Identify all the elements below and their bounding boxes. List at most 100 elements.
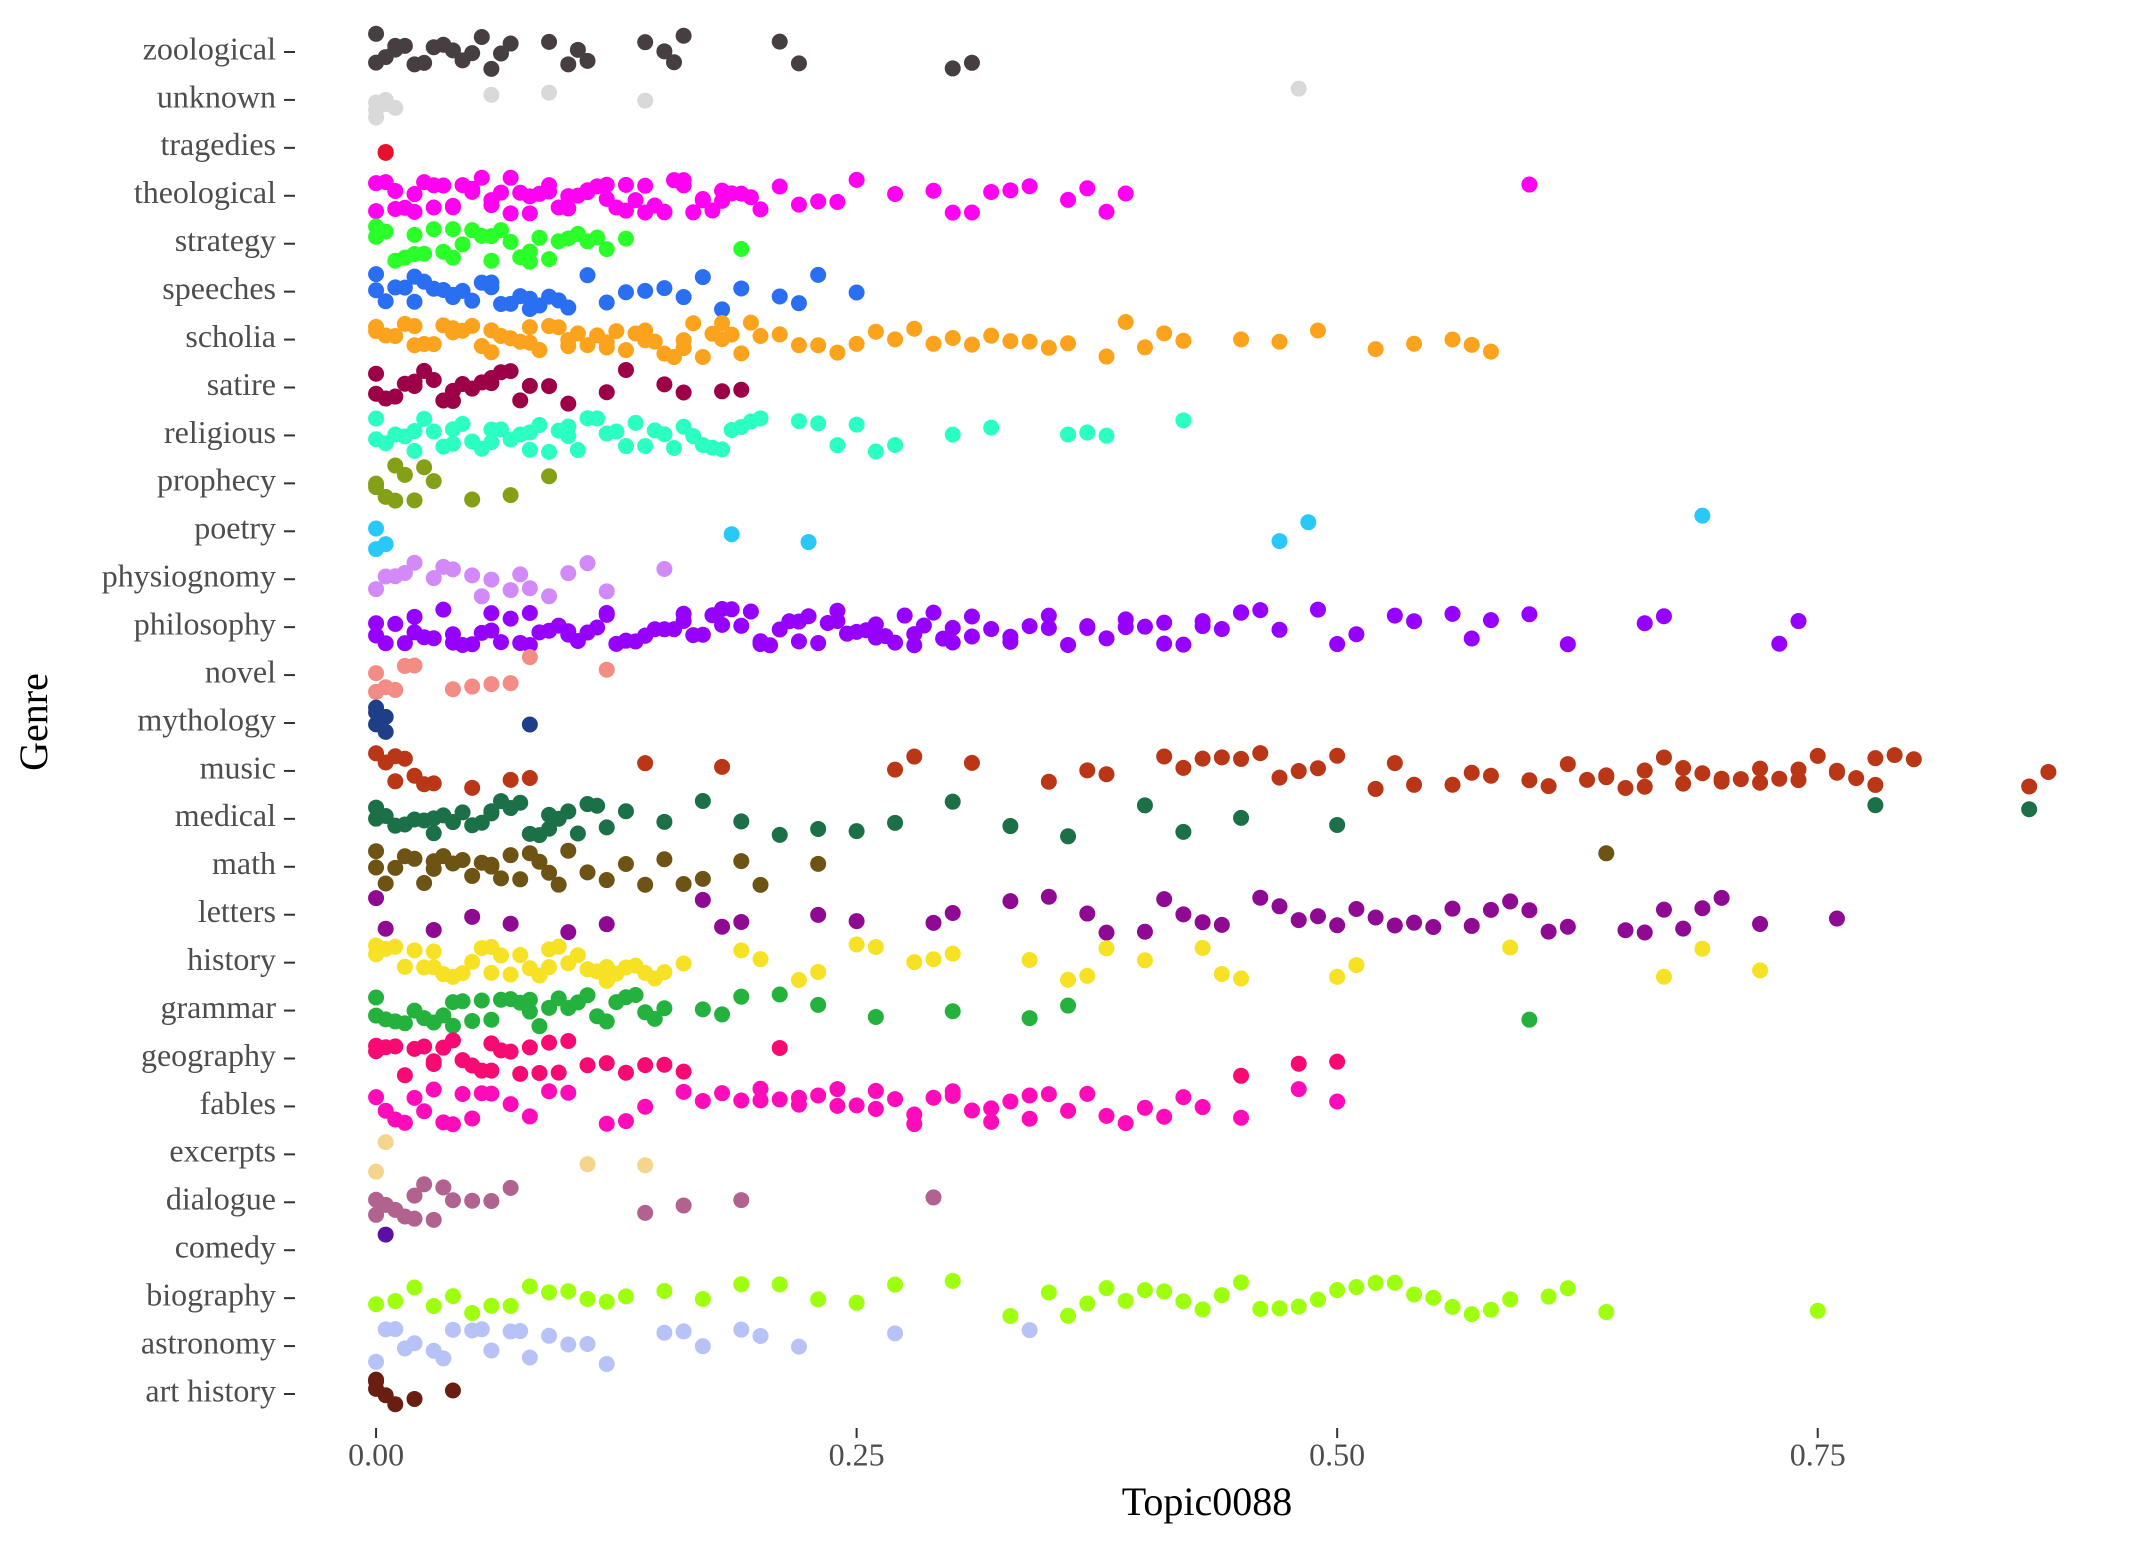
point bbox=[368, 323, 385, 340]
point bbox=[579, 52, 596, 69]
point bbox=[531, 342, 548, 359]
point bbox=[790, 613, 807, 630]
point bbox=[1098, 427, 1115, 444]
point bbox=[502, 35, 519, 52]
point bbox=[377, 920, 394, 937]
point bbox=[406, 423, 423, 440]
point bbox=[598, 916, 615, 933]
point bbox=[444, 435, 461, 452]
point bbox=[963, 204, 980, 221]
point bbox=[1136, 1282, 1153, 1299]
point bbox=[473, 1321, 490, 1338]
point bbox=[1060, 335, 1077, 352]
point bbox=[733, 913, 750, 930]
point bbox=[416, 1103, 433, 1120]
point bbox=[368, 1371, 385, 1388]
point bbox=[617, 202, 634, 219]
point bbox=[502, 675, 519, 692]
point bbox=[569, 442, 586, 459]
point bbox=[810, 266, 827, 283]
point bbox=[483, 858, 500, 875]
point bbox=[368, 989, 385, 1006]
point bbox=[1617, 922, 1634, 939]
point bbox=[1559, 1280, 1576, 1297]
point bbox=[1098, 940, 1115, 957]
point bbox=[1175, 332, 1192, 349]
point bbox=[483, 1011, 500, 1028]
point bbox=[483, 676, 500, 693]
point bbox=[1309, 1291, 1326, 1308]
point bbox=[464, 779, 481, 796]
point bbox=[925, 914, 942, 931]
point bbox=[714, 301, 731, 318]
point bbox=[368, 175, 385, 192]
point bbox=[444, 1192, 461, 1209]
point bbox=[425, 199, 442, 216]
y-tick-label: mythology bbox=[137, 701, 276, 737]
point bbox=[675, 384, 692, 401]
point bbox=[1252, 1300, 1269, 1317]
point bbox=[1300, 514, 1317, 531]
point bbox=[541, 84, 558, 101]
point bbox=[1367, 1274, 1384, 1291]
point bbox=[848, 1294, 865, 1311]
point bbox=[406, 624, 423, 641]
point bbox=[521, 1003, 538, 1020]
point bbox=[1252, 602, 1269, 619]
point bbox=[502, 1179, 519, 1196]
point bbox=[867, 616, 884, 633]
point bbox=[1329, 968, 1346, 985]
point bbox=[541, 864, 558, 881]
point bbox=[560, 565, 577, 582]
point bbox=[396, 1015, 413, 1032]
point bbox=[694, 349, 711, 366]
point bbox=[560, 623, 577, 640]
point bbox=[752, 328, 769, 345]
point bbox=[790, 295, 807, 312]
point bbox=[1175, 906, 1192, 923]
point bbox=[617, 361, 634, 378]
point bbox=[810, 996, 827, 1013]
point bbox=[848, 171, 865, 188]
point bbox=[425, 372, 442, 389]
point bbox=[589, 619, 606, 636]
point bbox=[406, 608, 423, 625]
point bbox=[1060, 971, 1077, 988]
point bbox=[1156, 635, 1173, 652]
point bbox=[810, 1291, 827, 1308]
point bbox=[1136, 952, 1153, 969]
point bbox=[1406, 335, 1423, 352]
point bbox=[1021, 951, 1038, 968]
point bbox=[560, 428, 577, 445]
point bbox=[483, 803, 500, 820]
point bbox=[790, 971, 807, 988]
point bbox=[387, 388, 404, 405]
point bbox=[560, 842, 577, 859]
point bbox=[771, 288, 788, 305]
point bbox=[637, 755, 654, 772]
point bbox=[368, 475, 385, 492]
point bbox=[906, 626, 923, 643]
point bbox=[944, 426, 961, 443]
point bbox=[425, 221, 442, 238]
point bbox=[656, 1324, 673, 1341]
point bbox=[464, 953, 481, 970]
point bbox=[425, 1055, 442, 1072]
point bbox=[810, 193, 827, 210]
point bbox=[531, 853, 548, 870]
point bbox=[752, 636, 769, 653]
point bbox=[1098, 1280, 1115, 1297]
point bbox=[387, 99, 404, 116]
point bbox=[1463, 917, 1480, 934]
point bbox=[396, 1114, 413, 1131]
point bbox=[925, 951, 942, 968]
point bbox=[1752, 774, 1769, 791]
point bbox=[464, 45, 481, 62]
point bbox=[598, 819, 615, 836]
point bbox=[656, 1282, 673, 1299]
point bbox=[694, 1338, 711, 1355]
point bbox=[541, 588, 558, 605]
point bbox=[1406, 776, 1423, 793]
point bbox=[1329, 1282, 1346, 1299]
point bbox=[483, 1085, 500, 1102]
